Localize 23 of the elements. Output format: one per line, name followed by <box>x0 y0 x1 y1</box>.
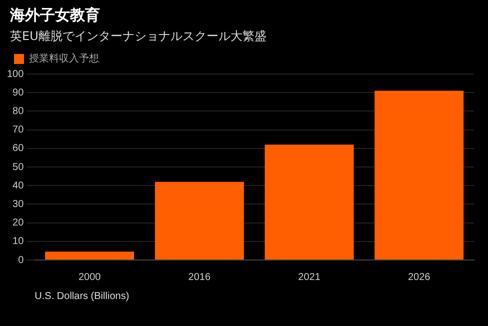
y-tick-label: 80 <box>12 106 24 117</box>
y-tick-label: 30 <box>12 198 24 210</box>
y-tick-label: 100 <box>6 68 24 80</box>
legend-label: 授業料収入予想 <box>29 52 99 65</box>
x-tick-label: 2016 <box>188 272 211 283</box>
y-tick-label: 60 <box>12 143 24 154</box>
y-tick-label: 0 <box>18 254 24 266</box>
x-tick-label: 2000 <box>78 272 102 283</box>
chart-title: 海外子女教育 <box>10 6 100 25</box>
x-axis-title: U.S. Dollars (Billions) <box>34 290 130 302</box>
chart-subtitle: 英EU離脱でインターナショナルスクール大繁盛 <box>10 28 266 45</box>
y-tick-label: 20 <box>12 218 24 229</box>
bar <box>154 182 244 260</box>
y-tick-label: 90 <box>12 87 24 98</box>
bar <box>374 90 464 260</box>
y-tick-label: 50 <box>12 162 24 173</box>
x-tick-label: 2026 <box>408 272 431 283</box>
y-tick-label: 10 <box>12 236 24 248</box>
y-tick-label: 70 <box>12 124 24 136</box>
bar <box>45 252 134 260</box>
bar <box>264 144 354 260</box>
x-tick-label: 2021 <box>298 272 321 283</box>
y-tick-label: 40 <box>12 180 24 192</box>
